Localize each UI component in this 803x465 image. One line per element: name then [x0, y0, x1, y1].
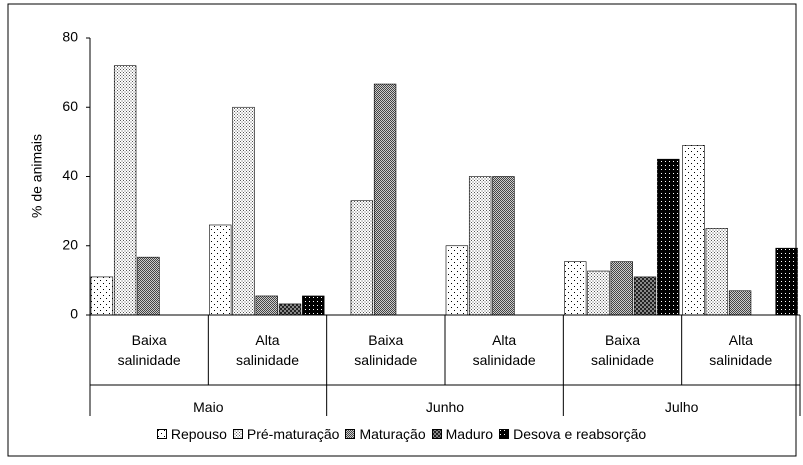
legend-swatch: [232, 429, 243, 439]
bar: [113, 65, 137, 316]
bar: [255, 295, 278, 316]
group-label: Julho: [664, 399, 699, 415]
legend-item: Desova e reabsorção: [499, 426, 646, 442]
bar: [633, 276, 657, 316]
bar: [775, 247, 798, 316]
bar: [302, 295, 325, 316]
x-tick-label: Baixa salinidade: [117, 332, 181, 368]
bar: [587, 270, 610, 316]
legend-item: Maduro: [431, 426, 494, 442]
bar: [445, 245, 469, 316]
frame: [7, 3, 797, 457]
y-tick-label: 0: [70, 306, 78, 322]
legend: Repouso Pré-maturação Maturação Maduro Desov…: [0, 426, 803, 442]
x-tick-label: Alta salinidade: [472, 332, 536, 368]
y-axis-title: % de animais: [29, 134, 45, 218]
legend-swatch-fill: [499, 429, 510, 439]
y-tick-label: 80: [62, 29, 78, 45]
y-tick-label: 60: [62, 98, 78, 114]
legend-item: Pré-maturação: [232, 426, 340, 442]
y-tick-label: 40: [62, 167, 78, 183]
legend-swatch: [499, 429, 510, 439]
legend-swatch-fill: [232, 429, 243, 439]
legend-label: Maduro: [445, 426, 494, 442]
bar: [468, 176, 492, 316]
bar: [564, 261, 587, 316]
bar: [350, 200, 373, 316]
x-tick-label: Alta salinidade: [709, 332, 773, 368]
x-tick-label: Baixa salinidade: [354, 332, 418, 368]
legend-label: Repouso: [170, 426, 227, 442]
legend-item: Repouso: [156, 426, 227, 442]
bar: [209, 224, 232, 316]
legend-item: Maturação: [345, 426, 426, 442]
legend-swatch: [345, 429, 356, 439]
legend-swatch-fill: [156, 429, 167, 439]
bar: [492, 176, 515, 316]
bar: [657, 158, 680, 316]
bar: [705, 228, 729, 316]
legend-swatch: [156, 429, 167, 439]
legend-swatch-fill: [431, 429, 442, 439]
x-tick-label: Baixa salinidade: [590, 332, 655, 368]
bar: [682, 145, 705, 316]
legend-label: Maturação: [359, 426, 426, 442]
bar: [373, 83, 397, 316]
legend-label: Desova e reabsorção: [513, 426, 647, 442]
bar: [728, 290, 752, 316]
bar: [610, 261, 633, 316]
legend-label: Pré-maturação: [246, 426, 340, 442]
bar: [137, 256, 160, 316]
bar: [232, 106, 255, 316]
group-label: Maio: [193, 399, 224, 415]
legend-swatch: [431, 429, 442, 439]
bar: [90, 276, 114, 316]
legend-swatch-fill: [345, 429, 356, 439]
group-label: Junho: [425, 399, 465, 415]
bar: [278, 303, 302, 316]
x-tick-label: Alta salinidade: [235, 332, 300, 368]
y-tick-label: 20: [62, 236, 78, 252]
